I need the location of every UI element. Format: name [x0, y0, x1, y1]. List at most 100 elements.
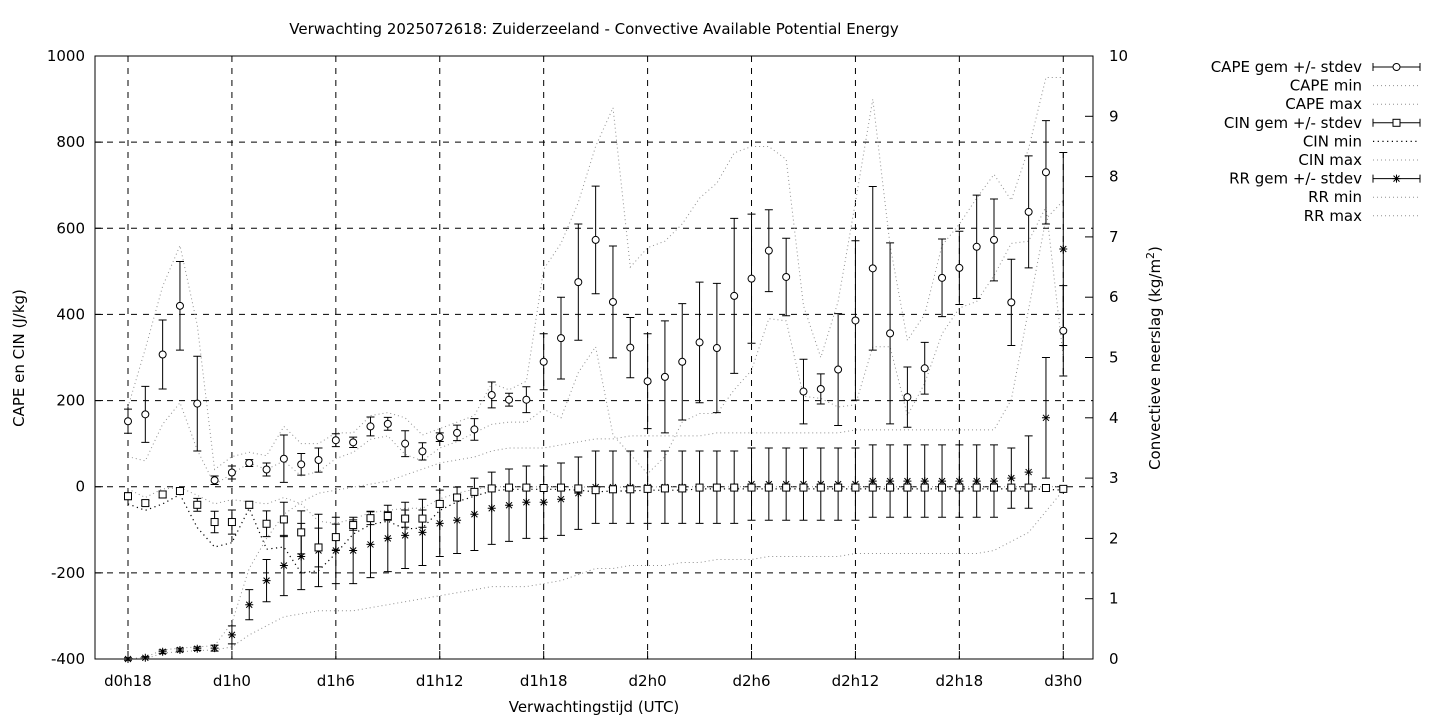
cape-point [955, 263, 964, 272]
x-axis-label: Verwachtingstijd (UTC) [509, 698, 680, 716]
cin-point [626, 485, 635, 494]
cape-point [557, 334, 565, 343]
y-axis-ticks: 1000 800 600 400 200 0 -200 -400 [47, 47, 103, 668]
y-tick-label: 400 [56, 305, 85, 323]
x-tick-label: d2h18 [936, 672, 984, 690]
cin-point [868, 483, 877, 492]
cape-point [539, 357, 548, 366]
cin-point [660, 484, 669, 493]
cape-point [141, 410, 150, 419]
cin-point [470, 487, 479, 496]
rr-point [487, 504, 496, 513]
cape-point [816, 384, 825, 393]
rr-point [990, 477, 998, 486]
rr-point [920, 477, 929, 486]
y-axis-label: CAPE en CIN (J/kg) [10, 289, 28, 427]
x-tick-label: d2h6 [732, 672, 770, 690]
cape-point [505, 395, 514, 404]
cape-point [695, 338, 704, 347]
cin-point [834, 483, 843, 492]
y2-tick-label: 7 [1109, 228, 1119, 246]
legend-label: RR gem +/- stdev [1229, 170, 1362, 188]
y-tick-label: 600 [56, 219, 85, 237]
cin-point [210, 518, 219, 527]
x-tick-label: d2h12 [832, 672, 880, 690]
x-tick-label: d1h0 [213, 672, 251, 690]
cape-point [626, 343, 635, 352]
rr-point [297, 552, 306, 561]
rr-point [1041, 413, 1050, 422]
cin-point [764, 483, 773, 492]
rr-point [401, 531, 410, 540]
cape-point [1059, 326, 1068, 335]
cin-point [331, 533, 340, 542]
cape-point [608, 297, 617, 306]
cape-point [712, 344, 721, 353]
cin-point [158, 490, 167, 499]
cin-point [972, 483, 981, 492]
rr-point [938, 477, 947, 486]
cin-point [591, 486, 600, 495]
y2-tick-label: 9 [1109, 107, 1119, 125]
cin-point [193, 500, 202, 509]
cin-point [816, 483, 825, 492]
cin-point [574, 484, 583, 493]
cin-point [695, 483, 704, 492]
cin-point [557, 483, 565, 492]
rr-point [955, 477, 964, 486]
cape-point [574, 278, 583, 287]
cape-point [886, 329, 895, 338]
cape-point [1024, 207, 1033, 216]
cin-point [920, 483, 929, 492]
cape-point [764, 246, 773, 255]
cin-point [1024, 483, 1033, 492]
errorbar-series [124, 120, 1068, 663]
rr-point [1007, 474, 1016, 483]
rr-point [210, 644, 219, 653]
y-tick-label: 800 [56, 133, 85, 151]
cape-point [938, 273, 947, 282]
y-tick-label: -200 [51, 564, 85, 582]
cape-point [799, 387, 808, 396]
rr-point [453, 516, 462, 525]
y2-tick-label: 3 [1109, 469, 1119, 487]
cin-point [1059, 484, 1068, 493]
cape-point [487, 390, 496, 399]
cin-point [366, 514, 375, 523]
cape-point [591, 235, 600, 244]
cape-point [730, 291, 739, 300]
cape-point [331, 436, 340, 445]
legend-label: CAPE min [1290, 77, 1362, 95]
chart-title: Verwachting 2025072618: Zuiderzeeland - … [289, 20, 899, 38]
cape-point [1007, 298, 1016, 307]
cin-point [643, 484, 652, 493]
cape-point [279, 454, 288, 463]
cape-point [522, 395, 531, 404]
rr-point [245, 600, 254, 609]
cin-point [782, 483, 791, 492]
cin-point [314, 543, 323, 552]
legend-marker [1392, 118, 1401, 127]
cape-point [920, 364, 929, 373]
y2-tick-label: 0 [1109, 650, 1119, 668]
cape-point [210, 476, 219, 485]
cape-point [782, 272, 791, 281]
cin-point [522, 483, 531, 492]
y-tick-label: -400 [51, 650, 85, 668]
cin-point [383, 512, 392, 521]
y-tick-label: 0 [75, 478, 85, 496]
cape-point [435, 433, 444, 442]
cape-point [366, 422, 375, 431]
cape-point [747, 274, 756, 283]
cape-point [297, 460, 306, 469]
cin-point [799, 483, 808, 492]
cape-point [158, 350, 167, 359]
cin-point [401, 514, 410, 523]
rr-point [505, 501, 514, 510]
rr-point [366, 540, 375, 549]
cin-point [903, 483, 912, 492]
cin-point [487, 484, 496, 493]
cape-point [124, 417, 132, 426]
